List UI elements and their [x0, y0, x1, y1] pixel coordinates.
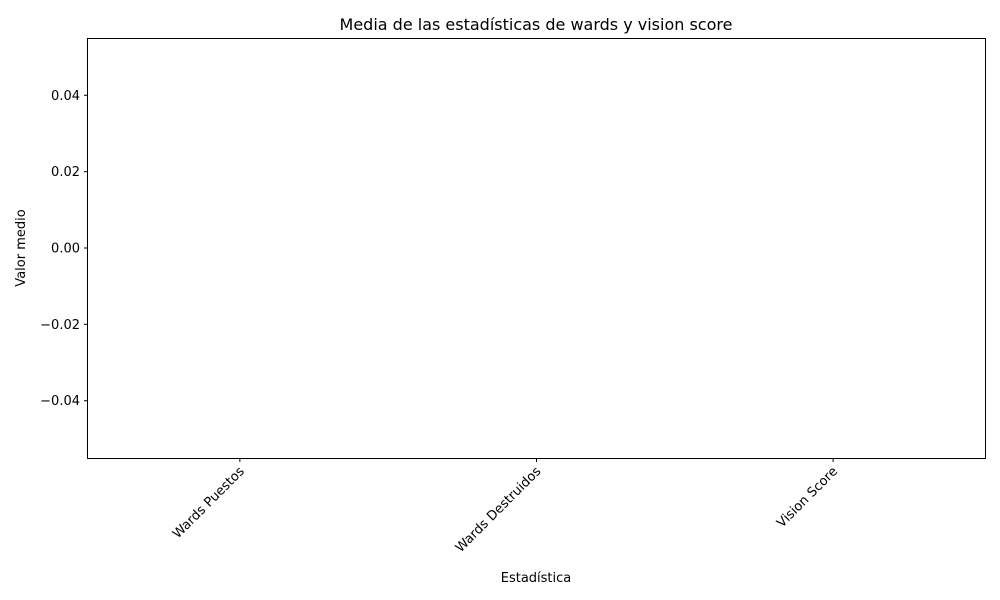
y-tick-label: −0.02	[40, 318, 80, 333]
x-axis: Wards Puestos Wards Destruidos Vision Scor…	[170, 458, 841, 556]
y-axis-label: Valor medio	[14, 209, 29, 286]
y-axis: −0.04 −0.02 0.00 0.02 0.04	[40, 89, 88, 409]
x-tick-label: Wards Destruidos	[453, 464, 545, 556]
plot-area: −0.04−0.020.000.020.04 Wards Puestos Ward…	[40, 38, 986, 556]
chart-title: Media de las estadísticas de wards y vis…	[340, 15, 733, 34]
x-axis-label: Estadística	[501, 571, 572, 586]
plot-frame	[87, 38, 986, 459]
x-tick-label: Wards Puestos	[170, 464, 248, 542]
y-tick-label: −0.04	[40, 394, 80, 409]
y-tick-label: 0.00	[51, 242, 80, 257]
y-tick-label: 0.02	[51, 165, 80, 180]
x-tick-label: Vision Score	[774, 464, 841, 531]
y-tick-label: 0.04	[51, 89, 80, 104]
